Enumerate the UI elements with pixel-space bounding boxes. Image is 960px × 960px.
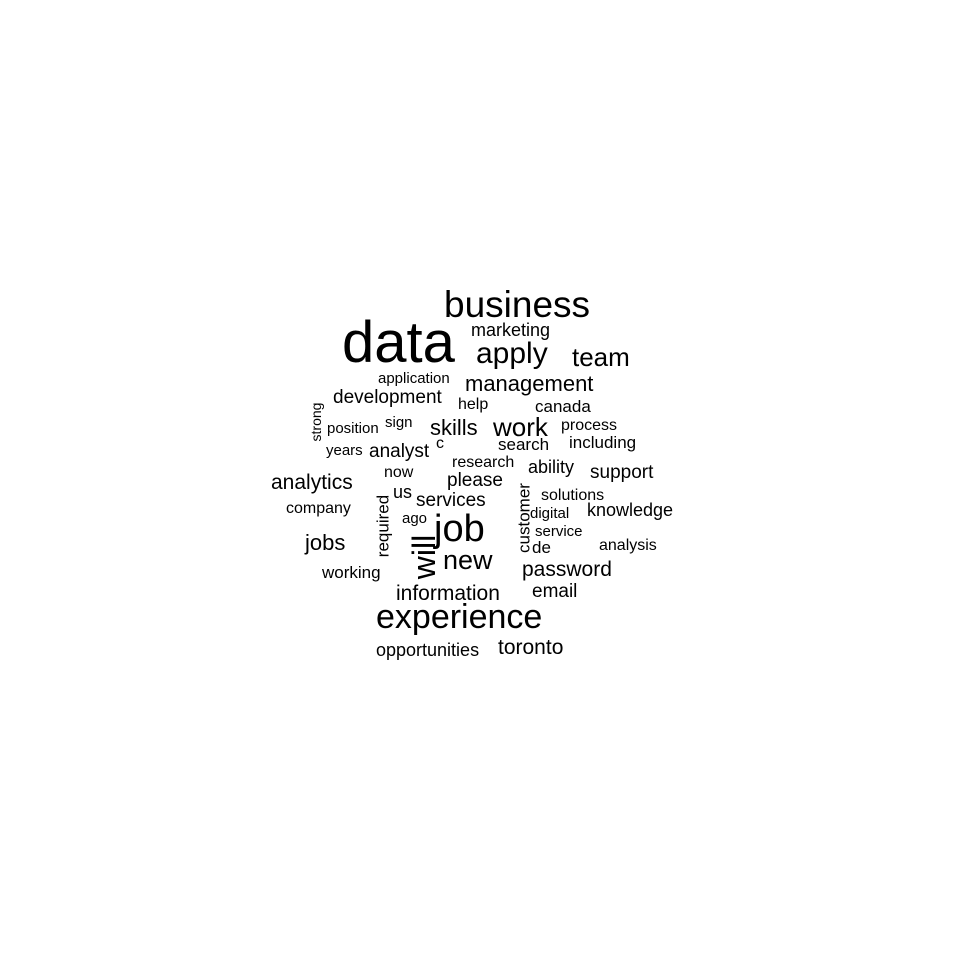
word-digital: digital	[530, 505, 570, 522]
word-work: work	[493, 412, 548, 442]
word-password: password	[522, 558, 612, 581]
word-including: including	[569, 433, 637, 452]
word-ago: ago	[402, 510, 428, 527]
word-support: support	[590, 462, 654, 483]
word-email: email	[532, 581, 578, 602]
word-analysis: analysis	[599, 537, 657, 554]
word-sign: sign	[385, 414, 413, 431]
word-company: company	[286, 500, 351, 517]
word-analytics: analytics	[271, 471, 353, 494]
word-business: business	[444, 284, 591, 325]
word-working: working	[322, 563, 381, 582]
word-apply: apply	[476, 337, 548, 370]
word-search: search	[498, 435, 550, 454]
word-help: help	[458, 396, 489, 413]
word-us: us	[393, 482, 413, 502]
word-skills: skills	[430, 415, 478, 440]
word-c: c	[436, 435, 444, 452]
word-opportunities: opportunities	[376, 640, 480, 660]
word-ability: ability	[528, 457, 575, 477]
word-service: service	[535, 523, 583, 540]
word-services: services	[416, 490, 486, 511]
word-development: development	[333, 387, 442, 408]
word-toronto: toronto	[498, 636, 564, 659]
word-now: now	[384, 464, 414, 481]
word-process: process	[561, 417, 618, 434]
word-solutions: solutions	[541, 487, 605, 504]
word-jobs: jobs	[305, 530, 346, 555]
word-position: position	[327, 420, 379, 437]
word-experience: experience	[376, 598, 543, 636]
word-years: years	[326, 442, 363, 459]
word-knowledge: knowledge	[587, 500, 674, 520]
word-will: will	[406, 534, 442, 580]
word-research: research	[452, 454, 515, 471]
word-data: data	[342, 310, 455, 375]
word-job: job	[434, 508, 485, 550]
word-analyst: analyst	[369, 441, 430, 462]
word-required: required	[373, 494, 393, 558]
word-marketing: marketing	[471, 320, 551, 340]
word-application: application	[378, 370, 450, 387]
word-canada: canada	[535, 397, 591, 416]
word-team: team	[572, 342, 630, 372]
word-de: de	[532, 538, 551, 557]
word-management: management	[465, 371, 594, 396]
word-please: please	[447, 470, 503, 491]
word-information: information	[396, 582, 500, 605]
word-strong: strong	[308, 402, 324, 442]
word-new: new	[443, 545, 493, 575]
